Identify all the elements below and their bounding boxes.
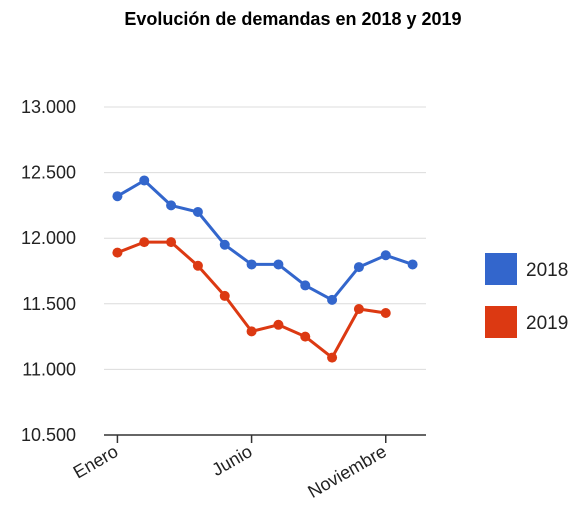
data-point: [353, 262, 364, 273]
data-point: [380, 250, 391, 261]
gridlines: [104, 106, 426, 370]
data-point: [166, 237, 177, 248]
data-point: [300, 331, 311, 342]
y-tick-label: 12.000: [21, 228, 76, 248]
data-point: [112, 191, 123, 202]
y-tick-label: 11.000: [22, 359, 76, 379]
data-point: [327, 294, 338, 305]
data-point: [380, 307, 391, 318]
data-point: [353, 304, 364, 315]
data-point: [300, 280, 311, 291]
y-tick-label: 12.500: [21, 163, 76, 183]
data-point: [246, 259, 257, 270]
legend-label: 2018: [526, 260, 568, 281]
data-point: [273, 259, 284, 270]
data-point: [327, 352, 338, 363]
series-2019: [112, 237, 391, 363]
series-2018: [112, 175, 418, 305]
legend-label: 2019: [526, 313, 568, 334]
y-tick-label: 11.500: [22, 294, 76, 314]
x-tick-label: Enero: [70, 441, 122, 482]
data-point: [139, 237, 150, 248]
data-point: [246, 326, 257, 337]
data-point: [139, 175, 150, 186]
y-axis-tick-labels: 10.500 11.000 11.500 12.000 12.500 13.000: [21, 97, 76, 445]
data-point: [273, 319, 284, 330]
y-tick-label: 13.000: [21, 97, 76, 117]
y-tick-label: 10.500: [21, 425, 76, 445]
legend-swatch: [485, 253, 517, 285]
data-point: [192, 206, 203, 217]
series-line: [116, 179, 414, 302]
series-line: [116, 240, 387, 360]
x-tick-label: Noviembre: [304, 441, 389, 502]
data-point: [407, 259, 418, 270]
series-layer: [112, 175, 418, 363]
legend-swatch: [485, 306, 517, 338]
data-point: [219, 239, 230, 250]
data-point: [219, 290, 230, 301]
chart-title: Evolución de demandas en 2018 y 2019: [124, 9, 461, 29]
data-point: [112, 247, 123, 258]
x-tick-label: Junio: [208, 441, 255, 480]
data-point: [192, 260, 203, 271]
legend: 2018 2019: [485, 253, 568, 338]
x-axis-tick-labels: Enero Junio Noviembre: [70, 435, 390, 502]
legend-item-2019: 2019: [485, 306, 568, 338]
legend-item-2018: 2018: [485, 253, 568, 285]
data-point: [166, 200, 177, 211]
